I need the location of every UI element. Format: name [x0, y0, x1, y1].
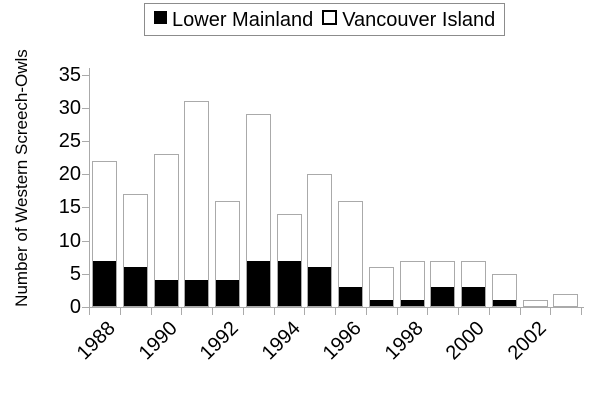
x-tick: [458, 308, 459, 315]
y-tick-label: 10: [58, 230, 81, 252]
bar-1999: [430, 261, 455, 307]
bar-2002: [523, 300, 548, 307]
x-tick: [274, 308, 275, 315]
x-tick: [212, 308, 213, 315]
bar-2000-lower-mainland-segment: [462, 287, 485, 306]
y-axis-title: Number of Western Screech-Owls: [12, 49, 31, 307]
x-tick: [120, 308, 121, 315]
bar-1993: [246, 114, 271, 307]
x-tick: [89, 308, 90, 315]
bar-1989: [123, 194, 148, 307]
bar-1994: [277, 214, 302, 307]
bar-1988: [92, 161, 117, 307]
legend-item-lower-mainland: Lower Mainland: [154, 10, 313, 30]
x-tick-label-1996: 1996: [318, 317, 366, 365]
y-tick: [82, 207, 89, 208]
x-axis-line: [89, 307, 584, 308]
x-tick: [151, 308, 152, 315]
bar-1991: [184, 101, 209, 307]
bar-1999-lower-mainland-segment: [431, 287, 454, 306]
y-tick-label: 25: [58, 130, 81, 152]
x-tick: [304, 308, 305, 315]
bar-1995: [307, 174, 332, 307]
legend-label: Lower Mainland: [172, 8, 314, 31]
x-tick: [427, 308, 428, 315]
bar-1996: [338, 201, 363, 307]
y-axis-line: [89, 68, 90, 308]
legend: Lower Mainland Vancouver Island: [144, 3, 506, 36]
x-tick-label-2000: 2000: [441, 317, 489, 365]
x-tick: [581, 308, 582, 315]
bar-1990-lower-mainland-segment: [155, 280, 178, 306]
bar-1990: [154, 154, 179, 307]
x-tick-label-1988: 1988: [72, 317, 120, 365]
bar-1994-lower-mainland-segment: [278, 261, 301, 306]
x-tick-label-1992: 1992: [195, 317, 243, 365]
y-tick-label: 0: [69, 296, 81, 318]
bar-2000: [461, 261, 486, 307]
open-square-icon: [322, 10, 338, 25]
legend-label: Vancouver Island: [342, 8, 496, 31]
bar-2001: [492, 274, 517, 307]
x-tick: [550, 308, 551, 315]
x-tick: [181, 308, 182, 315]
y-tick: [82, 174, 89, 175]
x-tick-label-1998: 1998: [380, 317, 428, 365]
y-tick-label: 5: [69, 263, 81, 285]
bar-1998-lower-mainland-segment: [401, 300, 424, 306]
bar-1991-lower-mainland-segment: [185, 280, 208, 306]
y-tick-label: 20: [58, 163, 81, 185]
bar-1997: [369, 267, 394, 307]
x-tick: [489, 308, 490, 315]
y-tick: [82, 307, 89, 308]
y-tick-label: 15: [58, 196, 81, 218]
bar-1998: [400, 261, 425, 307]
y-tick: [82, 108, 89, 109]
x-tick-label-1990: 1990: [134, 317, 182, 365]
x-tick: [366, 308, 367, 315]
bar-2003: [553, 294, 578, 307]
bar-1992-lower-mainland-segment: [216, 280, 239, 306]
filled-square-icon: [154, 11, 167, 24]
y-tick: [82, 274, 89, 275]
x-tick: [520, 308, 521, 315]
y-tick: [82, 241, 89, 242]
x-tick: [397, 308, 398, 315]
y-tick-label: 30: [58, 97, 81, 119]
y-tick-label: 35: [58, 64, 81, 86]
bar-1993-lower-mainland-segment: [247, 261, 270, 306]
x-tick: [243, 308, 244, 315]
bar-1989-lower-mainland-segment: [124, 267, 147, 306]
y-tick: [82, 141, 89, 142]
bar-1996-lower-mainland-segment: [339, 287, 362, 306]
bar-1992: [215, 201, 240, 307]
bar-1995-lower-mainland-segment: [308, 267, 331, 306]
x-tick-label-1994: 1994: [257, 317, 305, 365]
x-tick-label-2002: 2002: [503, 317, 551, 365]
bar-1997-lower-mainland-segment: [370, 300, 393, 306]
y-tick: [82, 75, 89, 76]
legend-item-vancouver-island: Vancouver Island: [322, 10, 495, 30]
bar-1988-lower-mainland-segment: [93, 261, 116, 306]
bar-2001-lower-mainland-segment: [493, 300, 516, 306]
x-tick: [335, 308, 336, 315]
